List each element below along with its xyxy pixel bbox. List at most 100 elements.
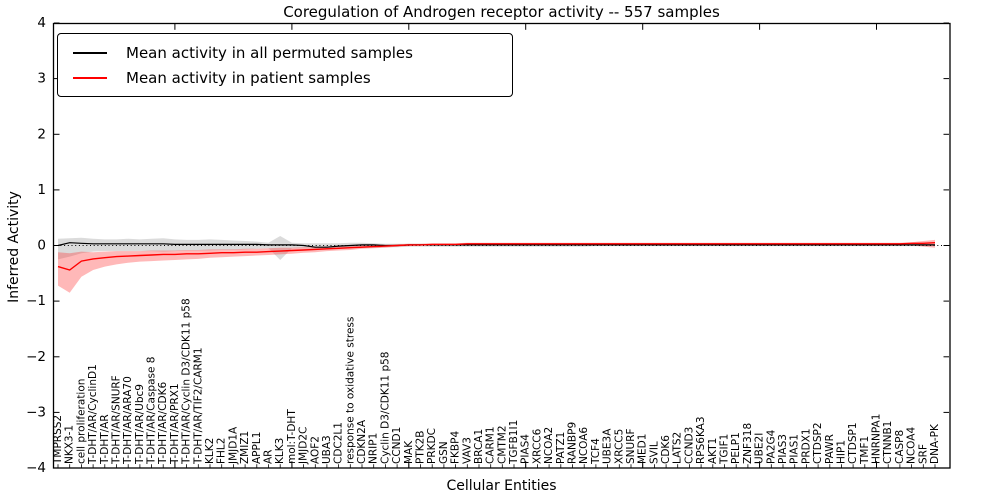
x-tick-label: ZMIZ1 [239, 431, 251, 464]
x-tick-label: CTNNB1 [882, 421, 894, 464]
permuted-line [57, 242, 935, 248]
x-tick-label: TGFB1I1 [508, 420, 520, 465]
x-tick-label: AKT1 [707, 438, 719, 464]
x-tick-label: TMF1 [859, 436, 871, 465]
x-tick-label: NCOA2 [543, 427, 555, 464]
x-tick-label: PRKDC [426, 428, 438, 464]
x-tick-label: XRCC5 [613, 429, 625, 464]
y-tick-label: 2 [37, 126, 46, 142]
legend-item-permuted: Mean activity in all permuted samples [73, 40, 512, 65]
patient-band [58, 239, 935, 293]
x-tick-label: CTDSP1 [847, 422, 859, 464]
x-tick-label: CARM1 [485, 426, 497, 464]
x-tick-label: T-DHT/AR/PRX1 [169, 383, 181, 465]
x-tick-label: RANBP9 [567, 422, 579, 464]
x-tick-label: DNA-PK [929, 423, 941, 464]
x-tick-label: T-DHT/AR/SNURF [111, 375, 123, 465]
permuted-band [58, 236, 935, 260]
y-tick-label: −4 [26, 460, 46, 476]
x-tick-label: CASP8 [894, 430, 906, 464]
x-tick-label: CCND1 [391, 427, 403, 464]
x-tick-label: FKBP4 [450, 431, 462, 464]
x-tick-label: TCF4 [590, 438, 602, 465]
x-tick-label: SNURF [625, 428, 637, 464]
x-tick-label: T-DHT/AR/ARA70 [122, 376, 134, 465]
y-tick-label: −2 [26, 349, 46, 365]
legend: Mean activity in all permuted samples Me… [57, 33, 513, 97]
legend-label-patient: Mean activity in patient samples [126, 68, 371, 87]
x-tick-label: CDKN2A [356, 419, 368, 464]
x-tick-label: T-DHT/AR [99, 414, 111, 465]
x-tick-label: mol:T-DHT [286, 409, 298, 464]
x-tick-label: HIP1 [836, 440, 848, 464]
x-tick-label: LATS2 [672, 432, 684, 464]
x-axis-label: Cellular Entities [446, 478, 557, 494]
y-tick-label: 1 [37, 182, 46, 198]
y-axis-label: Inferred Activity [6, 191, 22, 303]
x-tick-label: CMTM2 [496, 425, 508, 464]
x-tick-label: AR [263, 450, 275, 464]
x-tick-label: CDC2L1 [333, 422, 345, 464]
x-tick-label: T-DHT/AR/TIF2/CARM1 [192, 347, 204, 465]
x-tick-label: ZNF318 [742, 423, 754, 464]
y-tick-label: −3 [26, 404, 46, 420]
x-tick-label: T-DHT/AR/Ubc9 [134, 384, 146, 465]
x-tick-label: TMPRSS2 [52, 415, 64, 465]
x-tick-label: SRF [917, 444, 929, 464]
x-tick-label: RPS6KA3 [695, 416, 707, 464]
x-tick-label: T-DHT/AR/Caspase 8 [146, 357, 158, 465]
x-tick-label: TGIF1 [719, 434, 731, 465]
x-tick-label: PELP1 [730, 432, 742, 464]
x-tick-label: MAK [403, 440, 415, 464]
y-tick-label: 0 [37, 238, 46, 254]
x-tick-label: PATZ1 [555, 432, 567, 464]
x-tick-label: JMJD2C [298, 427, 310, 465]
x-tick-label: NRIP1 [368, 433, 380, 464]
x-tick-label: BRCA1 [473, 429, 485, 464]
chart-title: Coregulation of Androgen receptor activi… [283, 3, 720, 21]
x-tick-label: XRCC6 [531, 428, 543, 464]
x-tick-label: PIAS1 [789, 434, 801, 464]
plot-border [52, 22, 951, 469]
x-tick-label: T-DHT/AR/CDK6 [157, 382, 169, 465]
x-tick-label: PA2G4 [765, 429, 777, 464]
x-tick-label: JMJD1A [227, 426, 239, 465]
x-tick-label: NCOA6 [578, 427, 590, 464]
patient-line [57, 242, 936, 271]
x-tick-label: CTDSP2 [812, 422, 824, 464]
y-tick-label: 4 [37, 15, 46, 31]
x-tick-label: GSN [438, 441, 450, 464]
x-tick-label: KLK2 [204, 438, 216, 464]
x-tick-label: PIAS4 [520, 434, 532, 464]
y-tick-label: −1 [26, 293, 46, 309]
x-tick-label: UBE2I [754, 433, 766, 464]
x-tick-label: PIAS3 [777, 434, 789, 464]
x-tick-label: PAWR [824, 434, 836, 464]
legend-label-permuted: Mean activity in all permuted samples [126, 43, 413, 62]
x-tick-label: HNRNPA1 [871, 414, 883, 464]
x-tick-label: Cyclin D3/CDK11 p58 [379, 352, 391, 464]
x-tick-label: response to oxidative stress [344, 317, 356, 464]
x-tick-label: UBA3 [321, 435, 333, 464]
x-tick-label: CCND3 [683, 427, 695, 464]
x-tick-label: PTK2B [415, 430, 427, 464]
x-tick-label: PRDX1 [800, 428, 812, 464]
patient-line-swatch [73, 76, 107, 79]
x-tick-label: CDK6 [660, 435, 672, 464]
x-tick-label: MED1 [637, 434, 649, 464]
x-tick-label: AOF2 [309, 436, 321, 464]
y-tick-label: 3 [37, 71, 46, 87]
x-tick-label: cell proliferation [75, 379, 87, 464]
x-tick-label: FHL2 [216, 438, 228, 464]
x-tick-label: SVIL [648, 441, 660, 464]
x-tick-label: NKX3-1 [64, 425, 76, 464]
x-tick-label: T-DHT/AR/Cyclin D3/CDK11 p58 [181, 298, 193, 465]
legend-item-patient: Mean activity in patient samples [73, 65, 512, 90]
x-tick-label: NCOA4 [906, 427, 918, 464]
x-tick-label: APPL1 [251, 432, 263, 464]
x-tick-label: KLK3 [274, 438, 286, 464]
x-tick-label: UBE3A [602, 428, 614, 464]
permuted-line-swatch [73, 51, 107, 54]
